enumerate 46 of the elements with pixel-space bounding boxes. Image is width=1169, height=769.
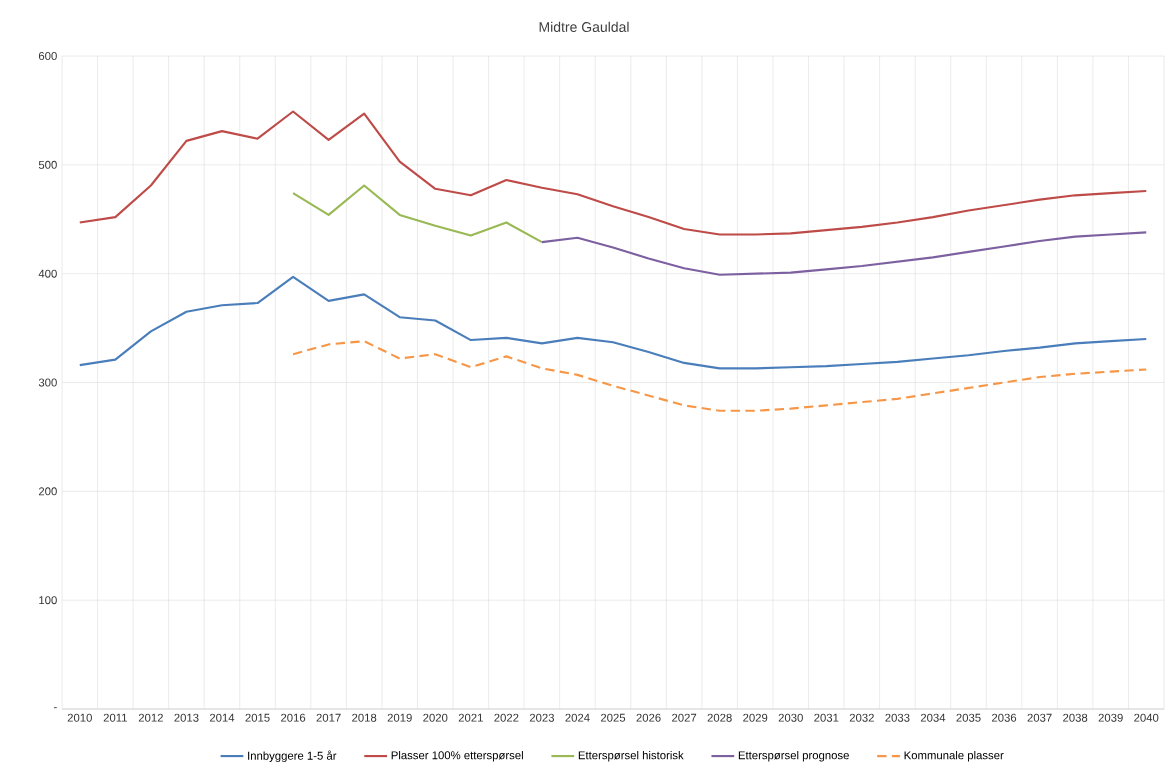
x-tick-label: 2024 [565, 713, 590, 722]
legend-label: Etterspørsel prognose [738, 750, 849, 762]
line-series [292, 184, 543, 244]
y-tick-label: 300 [38, 378, 57, 387]
x-tick-label: 2013 [174, 713, 199, 722]
x-tick-label: 2029 [743, 713, 768, 722]
x-tick-label: 2021 [458, 713, 483, 722]
x-tick-label: 2011 [103, 713, 127, 722]
x-tick-label: 2025 [600, 713, 626, 722]
chart-title: Midtre Gauldal [539, 21, 629, 32]
x-tick-label: 2010 [67, 713, 92, 722]
x-tick-label: 2034 [920, 713, 946, 722]
x-tick-label: 2016 [281, 713, 306, 722]
x-tick-label: 2040 [1134, 713, 1159, 722]
x-tick-label: 2032 [849, 713, 874, 722]
x-tick-label: 2033 [885, 713, 910, 722]
legend-label: Innbyggere 1-5 år [248, 750, 337, 762]
y-tick-label: 500 [38, 160, 57, 169]
y-tick-label: 400 [38, 269, 57, 278]
legend-label: Etterspørsel historisk [578, 750, 684, 762]
x-tick-label: 2030 [778, 713, 803, 722]
y-tick-label: 100 [39, 596, 57, 605]
x-tick-label: 2028 [707, 713, 732, 722]
x-tick-label: 2035 [956, 713, 981, 722]
x-tick-label: 2027 [672, 713, 697, 722]
x-tick-label: 2014 [209, 713, 235, 722]
x-tick-label: 2012 [138, 713, 163, 722]
x-tick-label: 2018 [352, 713, 377, 722]
x-tick-label: 2015 [245, 713, 270, 722]
x-tick-label: 2036 [992, 713, 1017, 722]
legend-label: Kommunale plasser [904, 750, 1004, 762]
legend-label: Plasser 100% etterspørsel [391, 750, 523, 762]
y-tick-label: 600 [38, 52, 57, 61]
x-tick-label: 2039 [1098, 713, 1123, 722]
x-tick-label: 2037 [1027, 713, 1052, 722]
x-tick-label: 2038 [1063, 713, 1088, 722]
y-tick-label: - [54, 707, 57, 709]
x-tick-label: 2019 [387, 713, 412, 722]
x-tick-label: 2026 [636, 713, 661, 722]
x-tick-label: 2023 [529, 713, 555, 722]
x-tick-label: 2020 [423, 713, 448, 722]
x-tick-label: 2017 [316, 713, 341, 722]
line-series [78, 275, 1148, 370]
x-tick-label: 2031 [814, 713, 839, 722]
x-tick-label: 2022 [494, 713, 519, 722]
y-tick-label: 200 [38, 487, 57, 496]
